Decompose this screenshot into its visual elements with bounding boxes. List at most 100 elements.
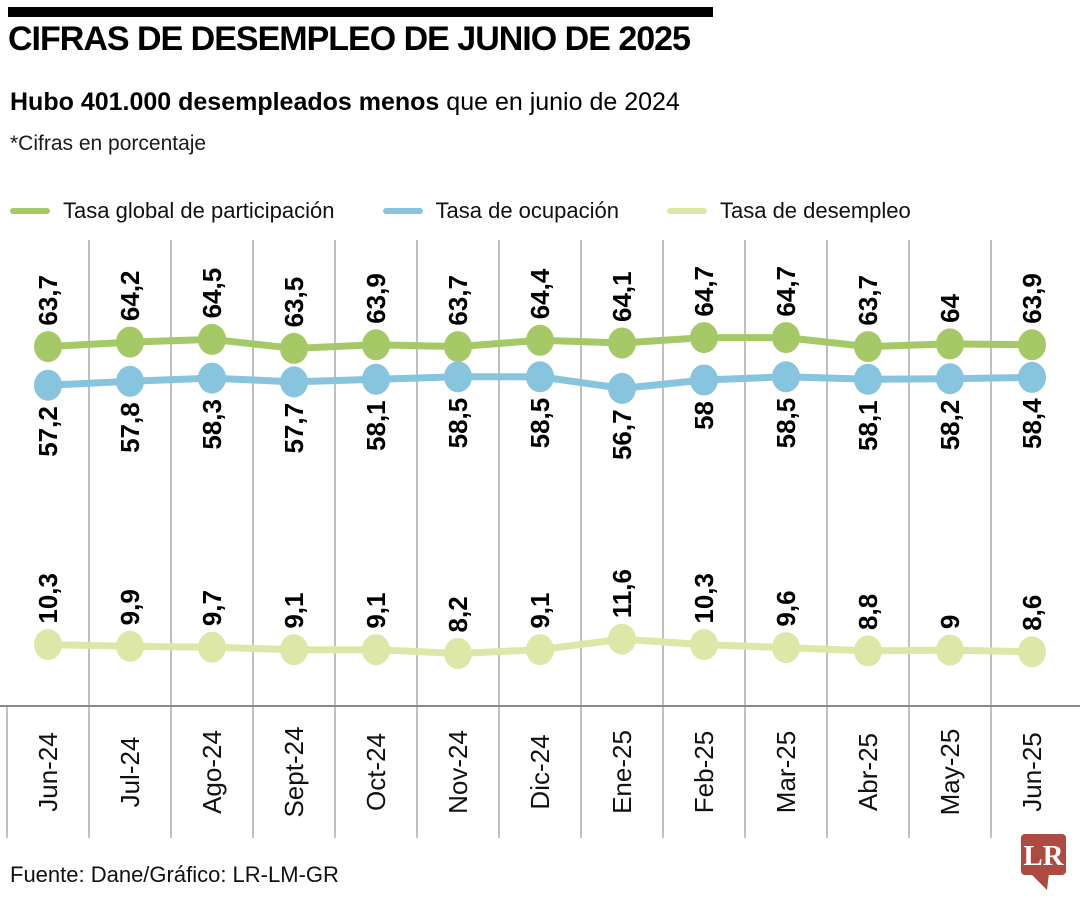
data-point-1-4 <box>362 363 390 395</box>
data-point-0-3 <box>280 332 308 364</box>
subtitle: Hubo 401.000 desempleados menos que en j… <box>10 88 680 117</box>
value-label: 9,1 <box>279 593 309 629</box>
value-label: 9,6 <box>771 590 801 626</box>
legend-label: Tasa de desempleo <box>719 198 911 223</box>
value-label: 9,9 <box>115 589 145 625</box>
value-label: 9,1 <box>525 593 555 629</box>
value-label: 9 <box>935 615 965 629</box>
x-axis-label: Feb-25 <box>689 731 719 813</box>
data-point-1-3 <box>280 366 308 398</box>
data-point-2-0 <box>34 629 62 661</box>
data-point-0-11 <box>936 328 964 360</box>
data-point-0-8 <box>690 322 718 354</box>
value-label: 58,1 <box>361 400 391 451</box>
x-axis-label: Abr-25 <box>853 733 883 811</box>
value-label: 63,9 <box>361 273 391 324</box>
value-label: 8,2 <box>443 596 473 632</box>
value-label: 8,6 <box>1017 595 1047 631</box>
data-point-1-5 <box>444 361 472 393</box>
value-label: 64,2 <box>115 270 145 321</box>
value-label: 64,4 <box>525 268 555 319</box>
legend-label: Tasa global de participación <box>63 198 335 223</box>
value-label: 64,7 <box>771 266 801 317</box>
data-point-2-1 <box>116 630 144 662</box>
value-label: 11,6 <box>607 569 637 618</box>
value-label: 58,4 <box>1017 398 1047 449</box>
data-point-2-3 <box>280 634 308 666</box>
legend-swatch-icon <box>382 208 423 214</box>
data-point-2-10 <box>854 635 882 667</box>
x-axis-label: Ago-24 <box>197 730 227 814</box>
title-top-bar <box>8 7 713 17</box>
data-point-2-12 <box>1018 636 1046 668</box>
value-label: 63,9 <box>1017 273 1047 324</box>
data-point-2-6 <box>526 634 554 666</box>
x-axis-label: Ene-25 <box>607 730 637 814</box>
x-axis-label: Oct-24 <box>361 733 391 811</box>
x-axis-label: Mar-25 <box>771 731 801 813</box>
page-title: CIFRAS DE DESEMPLEO DE JUNIO DE 2025 <box>8 20 691 58</box>
value-label: 63,7 <box>853 275 883 326</box>
subtitle-rest: que en junio de 2024 <box>439 88 680 116</box>
value-label: 57,2 <box>33 406 63 457</box>
data-point-0-4 <box>362 329 390 361</box>
x-axis-label: Dic-24 <box>525 734 555 809</box>
data-point-0-6 <box>526 324 554 356</box>
legend-label: Tasa de ocupación <box>435 198 619 223</box>
value-label: 63,5 <box>279 277 309 328</box>
data-point-1-11 <box>936 363 964 395</box>
data-point-0-1 <box>116 326 144 358</box>
value-label: 57,8 <box>115 402 145 453</box>
lr-logo: LR <box>1021 834 1066 890</box>
data-point-0-9 <box>772 322 800 354</box>
value-label: 63,7 <box>443 275 473 326</box>
value-label: 58,5 <box>525 398 555 449</box>
data-point-1-0 <box>34 369 62 401</box>
value-label: 8,8 <box>853 594 883 630</box>
value-label: 64,1 <box>607 271 637 322</box>
value-label: 9,1 <box>361 593 391 629</box>
data-point-2-2 <box>198 631 226 663</box>
value-label: 58,5 <box>771 398 801 449</box>
data-point-0-12 <box>1018 329 1046 361</box>
data-point-1-10 <box>854 363 882 395</box>
data-point-2-7 <box>608 623 636 655</box>
value-label: 58 <box>689 401 719 430</box>
legend-item-0: Tasa global de participación <box>10 198 335 224</box>
x-axis-label: Nov-24 <box>443 730 473 814</box>
chart-legend: Tasa global de participación Tasa de ocup… <box>10 198 959 224</box>
value-label: 58,5 <box>443 398 473 449</box>
value-label: 64,7 <box>689 266 719 317</box>
value-label: 9,7 <box>197 590 227 626</box>
data-point-1-12 <box>1018 361 1046 393</box>
data-point-1-2 <box>198 362 226 394</box>
units-note: *Cifras en porcentaje <box>10 132 207 155</box>
x-axis-label: May-25 <box>935 729 965 816</box>
legend-item-1: Tasa de ocupación <box>382 198 619 224</box>
legend-item-2: Tasa de desempleo <box>666 198 911 224</box>
data-point-2-8 <box>690 629 718 661</box>
value-label: 58,1 <box>853 400 883 451</box>
data-point-2-11 <box>936 634 964 666</box>
data-point-0-10 <box>854 331 882 363</box>
value-label: 57,7 <box>279 403 309 454</box>
x-axis-label: Sept-24 <box>279 726 309 817</box>
data-point-0-5 <box>444 331 472 363</box>
data-point-1-8 <box>690 364 718 396</box>
value-label: 56,7 <box>607 409 637 460</box>
data-point-1-1 <box>116 365 144 397</box>
data-point-0-2 <box>198 323 226 355</box>
value-label: 10,3 <box>33 573 63 624</box>
value-label: 58,3 <box>197 399 227 450</box>
data-point-1-6 <box>526 361 554 393</box>
data-point-1-9 <box>772 361 800 393</box>
data-point-2-4 <box>362 634 390 666</box>
x-axis-label: Jun-25 <box>1017 732 1047 812</box>
data-point-2-5 <box>444 638 472 669</box>
data-point-2-9 <box>772 632 800 664</box>
data-point-0-7 <box>608 327 636 359</box>
source-text: Fuente: Dane/Gráfico: LR-LM-GR <box>10 862 339 887</box>
value-label: 58,2 <box>935 400 965 451</box>
